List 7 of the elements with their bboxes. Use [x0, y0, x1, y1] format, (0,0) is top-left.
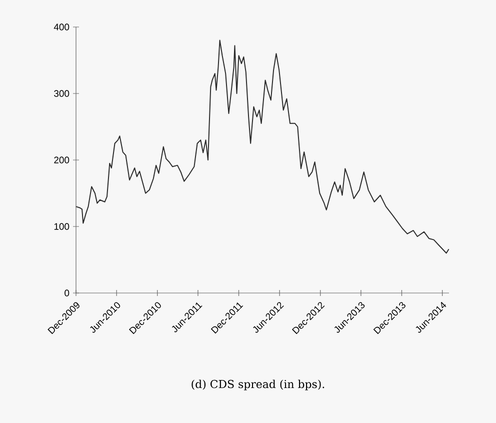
y-tick-label: 100	[54, 223, 70, 230]
y-tick-label: 200	[54, 156, 70, 164]
line-series	[76, 40, 450, 254]
y-tick-label: 0	[64, 290, 70, 296]
y-tick-label: 400	[54, 24, 70, 30]
y-tick-label: 300	[54, 90, 70, 97]
text: (d) CDS spread (in bps).	[192, 380, 324, 390]
